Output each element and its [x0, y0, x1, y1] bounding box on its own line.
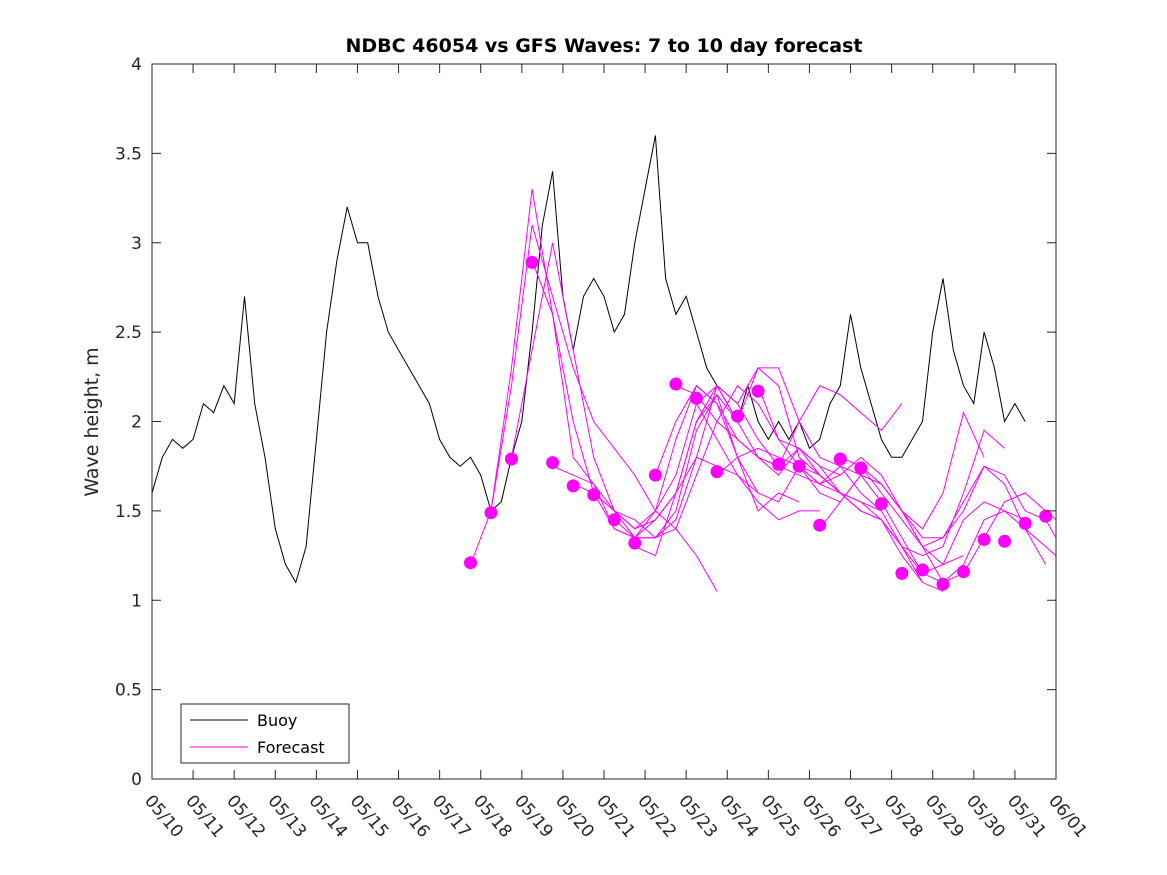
forecast-marker [895, 566, 909, 580]
forecast-marker [957, 565, 970, 579]
forecast-marker [1018, 516, 1032, 530]
axis-ticks [151, 63, 1057, 780]
forecast-series-line-15 [778, 465, 1026, 575]
forecast-series-line-19 [860, 465, 1057, 556]
forecast-marker [813, 518, 827, 532]
forecast-marker [607, 513, 621, 527]
y-tick-label: 1.5 [115, 502, 142, 522]
forecast-marker [525, 255, 539, 269]
buoy-layer [151, 135, 1026, 584]
forecast-marker [587, 488, 601, 502]
forecast-marker [566, 479, 580, 493]
y-tick-label: 1 [131, 591, 142, 611]
y-tick-label: 0.5 [115, 681, 142, 701]
forecast-marker [792, 459, 806, 473]
forecast-marker [874, 497, 888, 511]
y-axis-label: Wave height, m [81, 347, 103, 496]
forecast-marker [505, 452, 518, 466]
forecast-marker [731, 409, 744, 423]
y-tick-labels: 0 0.5 1 1.5 2 2.5 3 3.5 4 [115, 55, 142, 790]
forecast-marker [936, 577, 950, 591]
legend: Buoy Forecast [180, 703, 350, 764]
legend-buoy-label: Buoy [257, 711, 297, 730]
forecast-marker [669, 377, 683, 391]
forecast-series-line-18 [840, 456, 1057, 548]
forecast-marker [464, 556, 477, 570]
y-tick-label: 4 [131, 55, 142, 75]
forecast-marker [998, 534, 1012, 548]
forecast-marker [833, 452, 847, 466]
forecast-marker [977, 533, 991, 546]
forecast-marker-layer [464, 255, 1053, 591]
forecast-marker [751, 384, 765, 398]
forecast-marker [690, 391, 703, 405]
forecast-marker [546, 456, 560, 470]
forecast-marker [772, 457, 786, 471]
y-tick-label: 2.5 [115, 323, 142, 343]
y-tick-label: 0 [131, 770, 142, 790]
forecast-series-line-11 [696, 403, 944, 592]
plot-area [152, 64, 1056, 779]
forecast-marker [628, 536, 642, 550]
y-tick-label: 3 [131, 234, 142, 254]
chart-title: NDBC 46054 vs GFS Waves: 7 to 10 day for… [345, 35, 862, 57]
forecast-marker [1039, 509, 1053, 523]
legend-box [180, 703, 350, 764]
forecast-marker [916, 563, 929, 577]
legend-forecast-label: Forecast [257, 738, 325, 757]
y-tick-label: 2 [131, 413, 142, 433]
forecast-marker [854, 461, 868, 475]
forecast-marker [648, 468, 662, 482]
forecast-marker [710, 465, 724, 479]
buoy-series-line [151, 135, 1026, 584]
y-tick-label: 3.5 [115, 144, 142, 164]
forecast-marker [484, 506, 498, 520]
